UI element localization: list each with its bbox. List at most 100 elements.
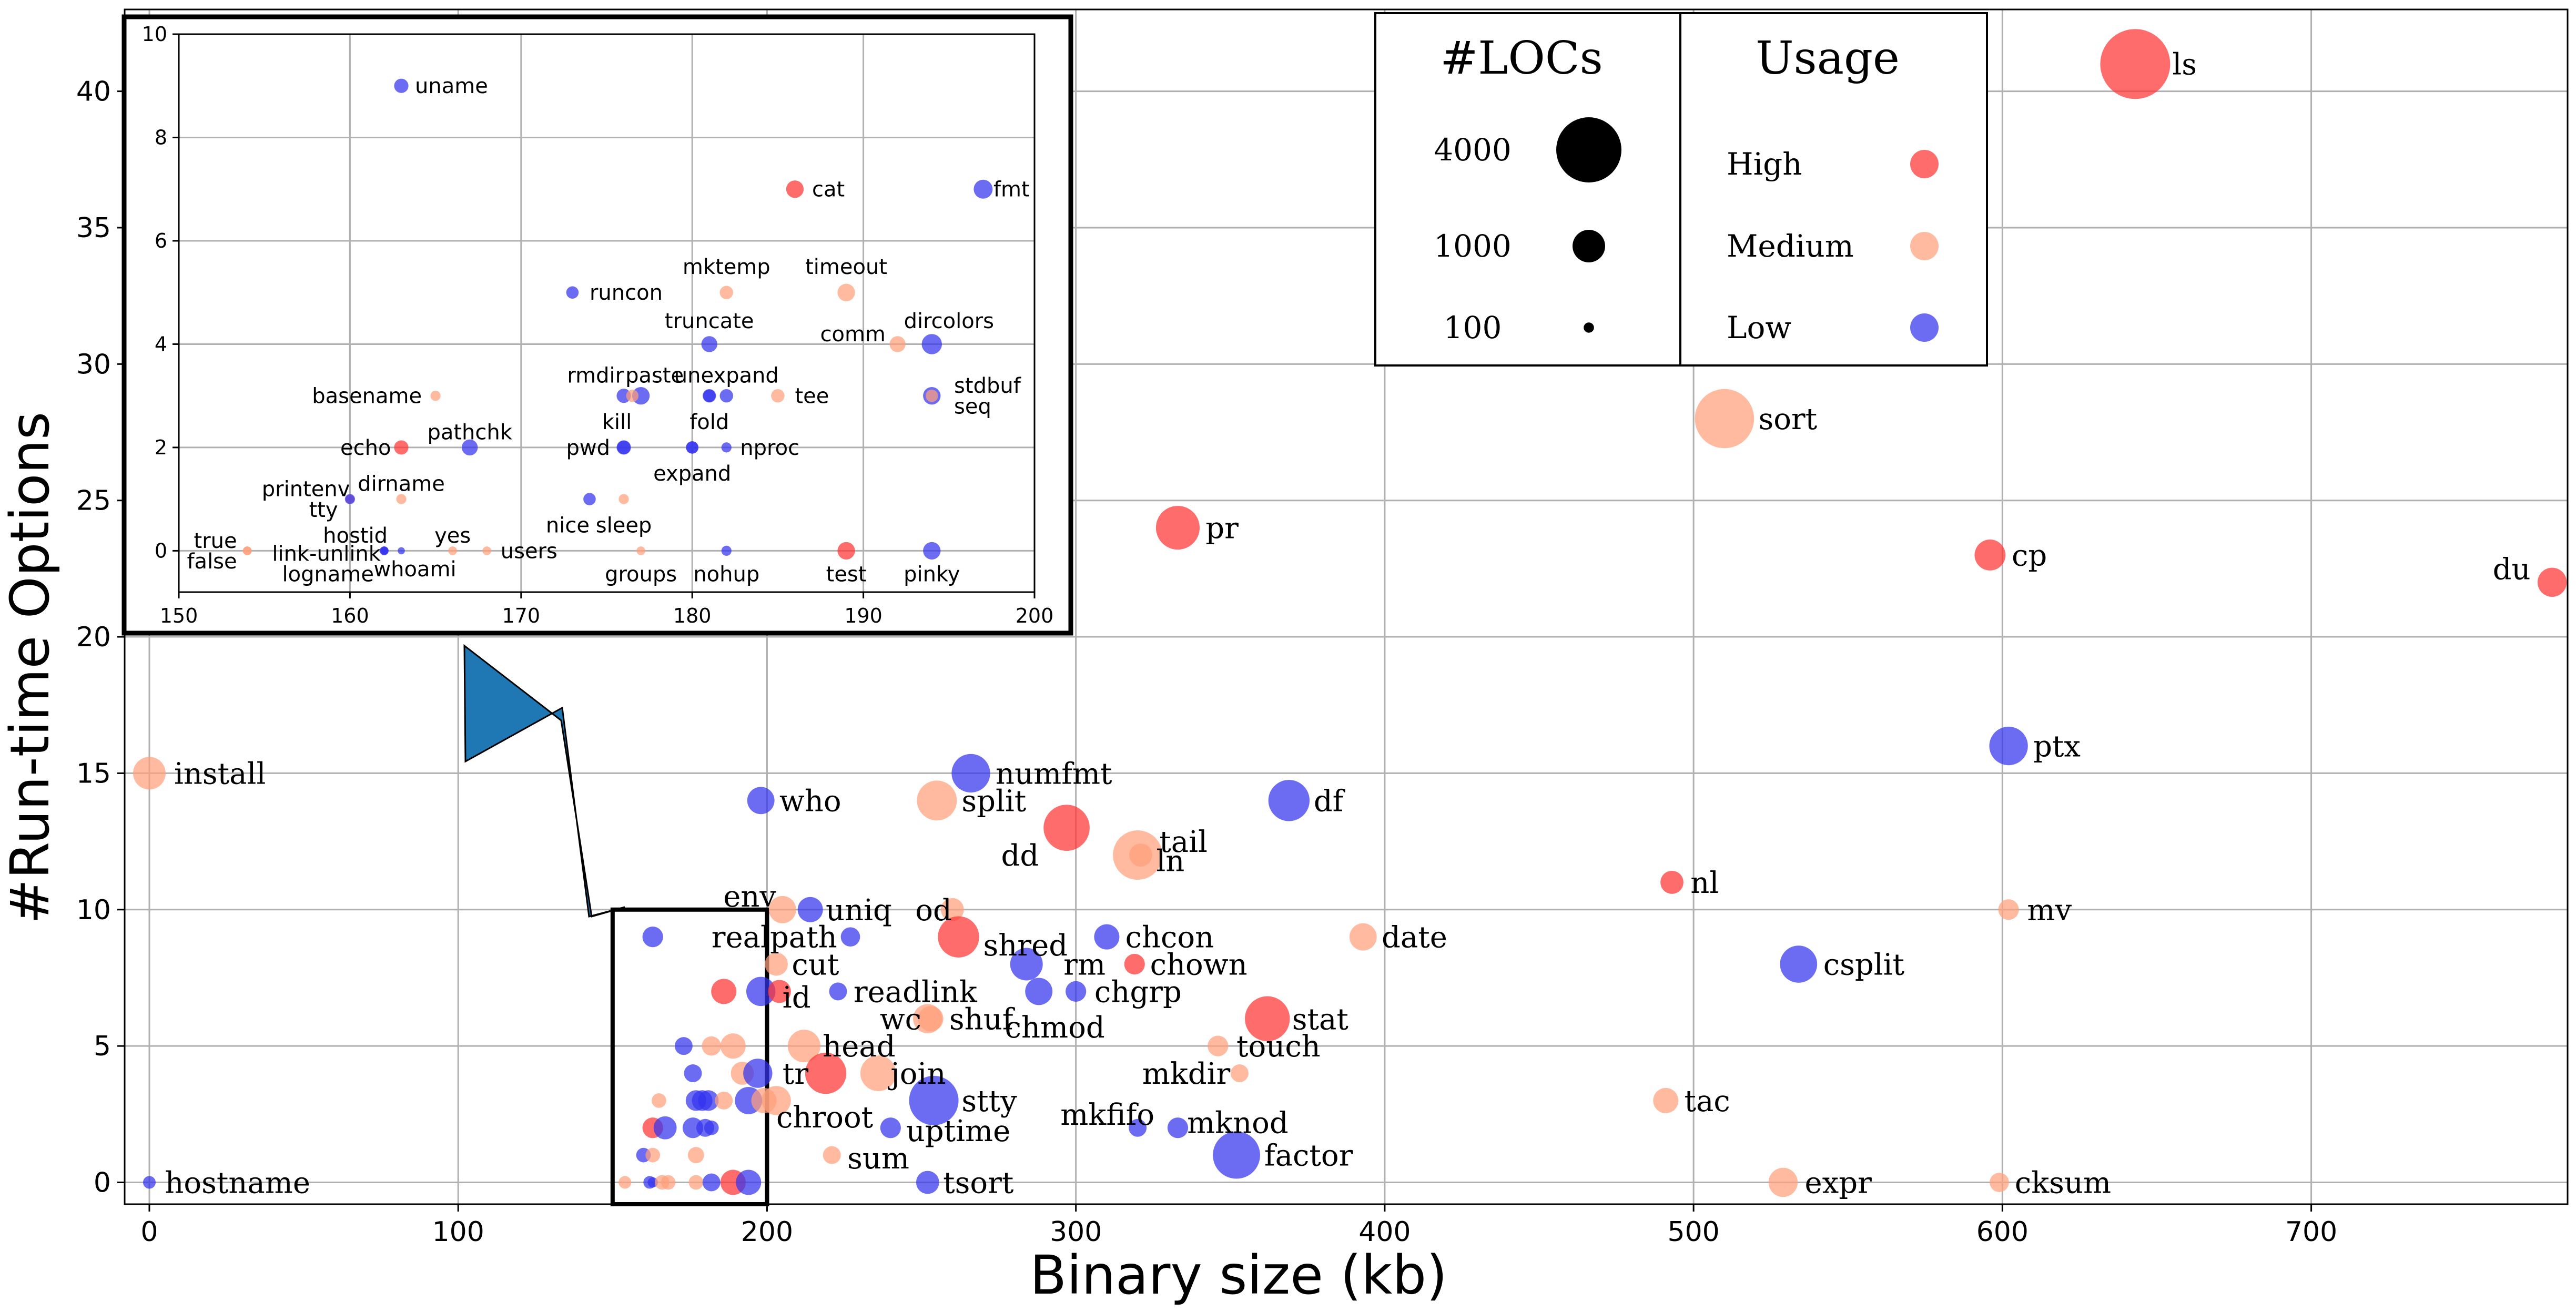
point-unlabeled-66 [652,1093,666,1108]
inset-background [121,14,1073,636]
main-points [133,29,2567,1197]
inset-point-dircolors [921,334,942,354]
inset-point-label-seq: seq [954,394,991,419]
legend-size-label-100: 100 [1444,310,1502,345]
point-id [746,977,776,1006]
point-csplit [1780,945,1818,983]
inset-point-expand [686,441,698,454]
point-ln [1129,843,1152,867]
inset-point-label-rmdir: rmdir [567,363,624,388]
point-unlabeled-71 [704,1120,719,1135]
y-axis-label: #Run-time Options [0,412,62,924]
legend-usage-marker-high [1910,150,1939,178]
inset-point-yes [448,546,457,555]
point-unlabeled-54 [674,1037,693,1055]
point-label-df: df [1314,784,1346,818]
inset-point-test [837,542,855,560]
point-label-realpath: realpath [712,921,837,955]
legend-usage-label-high: High [1727,146,1802,182]
point-label-nl: nl [1690,866,1719,900]
inset-point-label-dirname: dirname [358,472,445,496]
point-unlabeled-51 [642,927,663,948]
inset-point-label-users: users [501,539,557,563]
inset-point-comm [889,336,906,352]
point-date [1349,923,1377,951]
legend-size-marker-100 [1584,322,1594,333]
inset-point-pathchk [461,439,478,456]
point-df [1268,780,1310,821]
point-label-cksum: cksum [2015,1166,2111,1201]
inset-point-nohup [721,545,732,556]
point-unlabeled-81 [702,1173,721,1192]
inset-point-label-true: true [194,529,237,553]
inset-x-tick-label-150: 150 [160,604,198,627]
legend-size-label-1000: 1000 [1434,228,1512,264]
point-label-readlink: readlink [854,975,978,1009]
point-unlabeled-52 [711,979,737,1004]
point-label-chcon: chcon [1125,921,1214,955]
point-shuf [918,1006,944,1032]
point-label-sort: sort [1758,402,1817,436]
legend-size-title: #LOCs [1440,32,1603,85]
point-du [2537,567,2567,597]
point-sort [1695,389,1754,449]
inset-point-truncate [701,336,717,352]
point-label-chmod: chmod [1005,1011,1105,1045]
inset-point-cat [786,180,804,198]
point-cp [1974,540,2006,571]
inset-point-label-printenv: printenv [262,477,350,502]
inset-point-label-pathchk: pathchk [427,420,512,444]
point-pr [1155,505,1200,550]
point-label-date: date [1382,921,1447,955]
point-head [787,1030,820,1063]
point-ptx [1989,726,2028,766]
point-install [133,757,166,790]
point-unlabeled-53 [768,980,791,1003]
point-mkfifo [1129,1118,1147,1137]
inset-point-tty [346,494,354,504]
point-uniq [797,897,823,922]
inset-point-label-pinky: pinky [904,563,960,587]
point-unlabeled-55 [702,1036,722,1056]
y-tick-label-35: 35 [76,212,111,244]
point-label-tail: tail [1159,825,1208,859]
point-label-numfmt: numfmt [996,757,1112,791]
inset-point-mktemp [719,286,734,299]
inset-point-nice [583,493,596,505]
inset-point-groups [636,546,645,555]
inset-point-label-cat: cat [812,178,845,202]
point-label-expr: expr [1805,1166,1872,1201]
point-factor [1213,1131,1260,1179]
point-ls [2100,29,2171,99]
inset-point-label-tee: tee [795,384,829,409]
x-tick-label-300: 300 [1050,1216,1102,1248]
point-unlabeled-57 [684,1064,702,1082]
x-tick-label-500: 500 [1668,1216,1720,1248]
point-label-tr: tr [783,1057,809,1091]
x-tick-label-700: 700 [2285,1216,2337,1248]
inset-point-fold [703,389,716,402]
inset-axis-ticks: 150 160 170 180 190 200 0 2 4 6 8 10 [142,23,1054,627]
point-join [860,1055,896,1091]
point-unlabeled-73 [645,1147,661,1163]
inset-point-label-comm: comm [820,322,885,347]
point-dd [1043,805,1090,851]
inset-point-label-link-unlink: link-unlink [272,542,381,566]
inset-point-seq [925,389,938,402]
point-unlabeled-65 [751,1087,777,1113]
legend-usage-title: Usage [1756,32,1900,85]
point-unlabeled-56 [720,1033,746,1059]
inset-point-label-nproc: nproc [740,436,799,460]
x-tick-label-100: 100 [432,1216,484,1248]
inset-point-pinky [923,542,941,560]
inset-point-runcon [566,286,579,299]
point-label-pr: pr [1205,512,1239,546]
point-unlabeled-59 [743,1059,773,1088]
y-tick-label-15: 15 [76,758,111,789]
point-label-mkdir: mkdir [1142,1057,1231,1091]
point-label-ln: ln [1156,844,1184,878]
legend-size-marker-4000 [1556,117,1621,182]
point-label-stty: stty [961,1084,1017,1118]
point-numfmt [951,754,990,793]
